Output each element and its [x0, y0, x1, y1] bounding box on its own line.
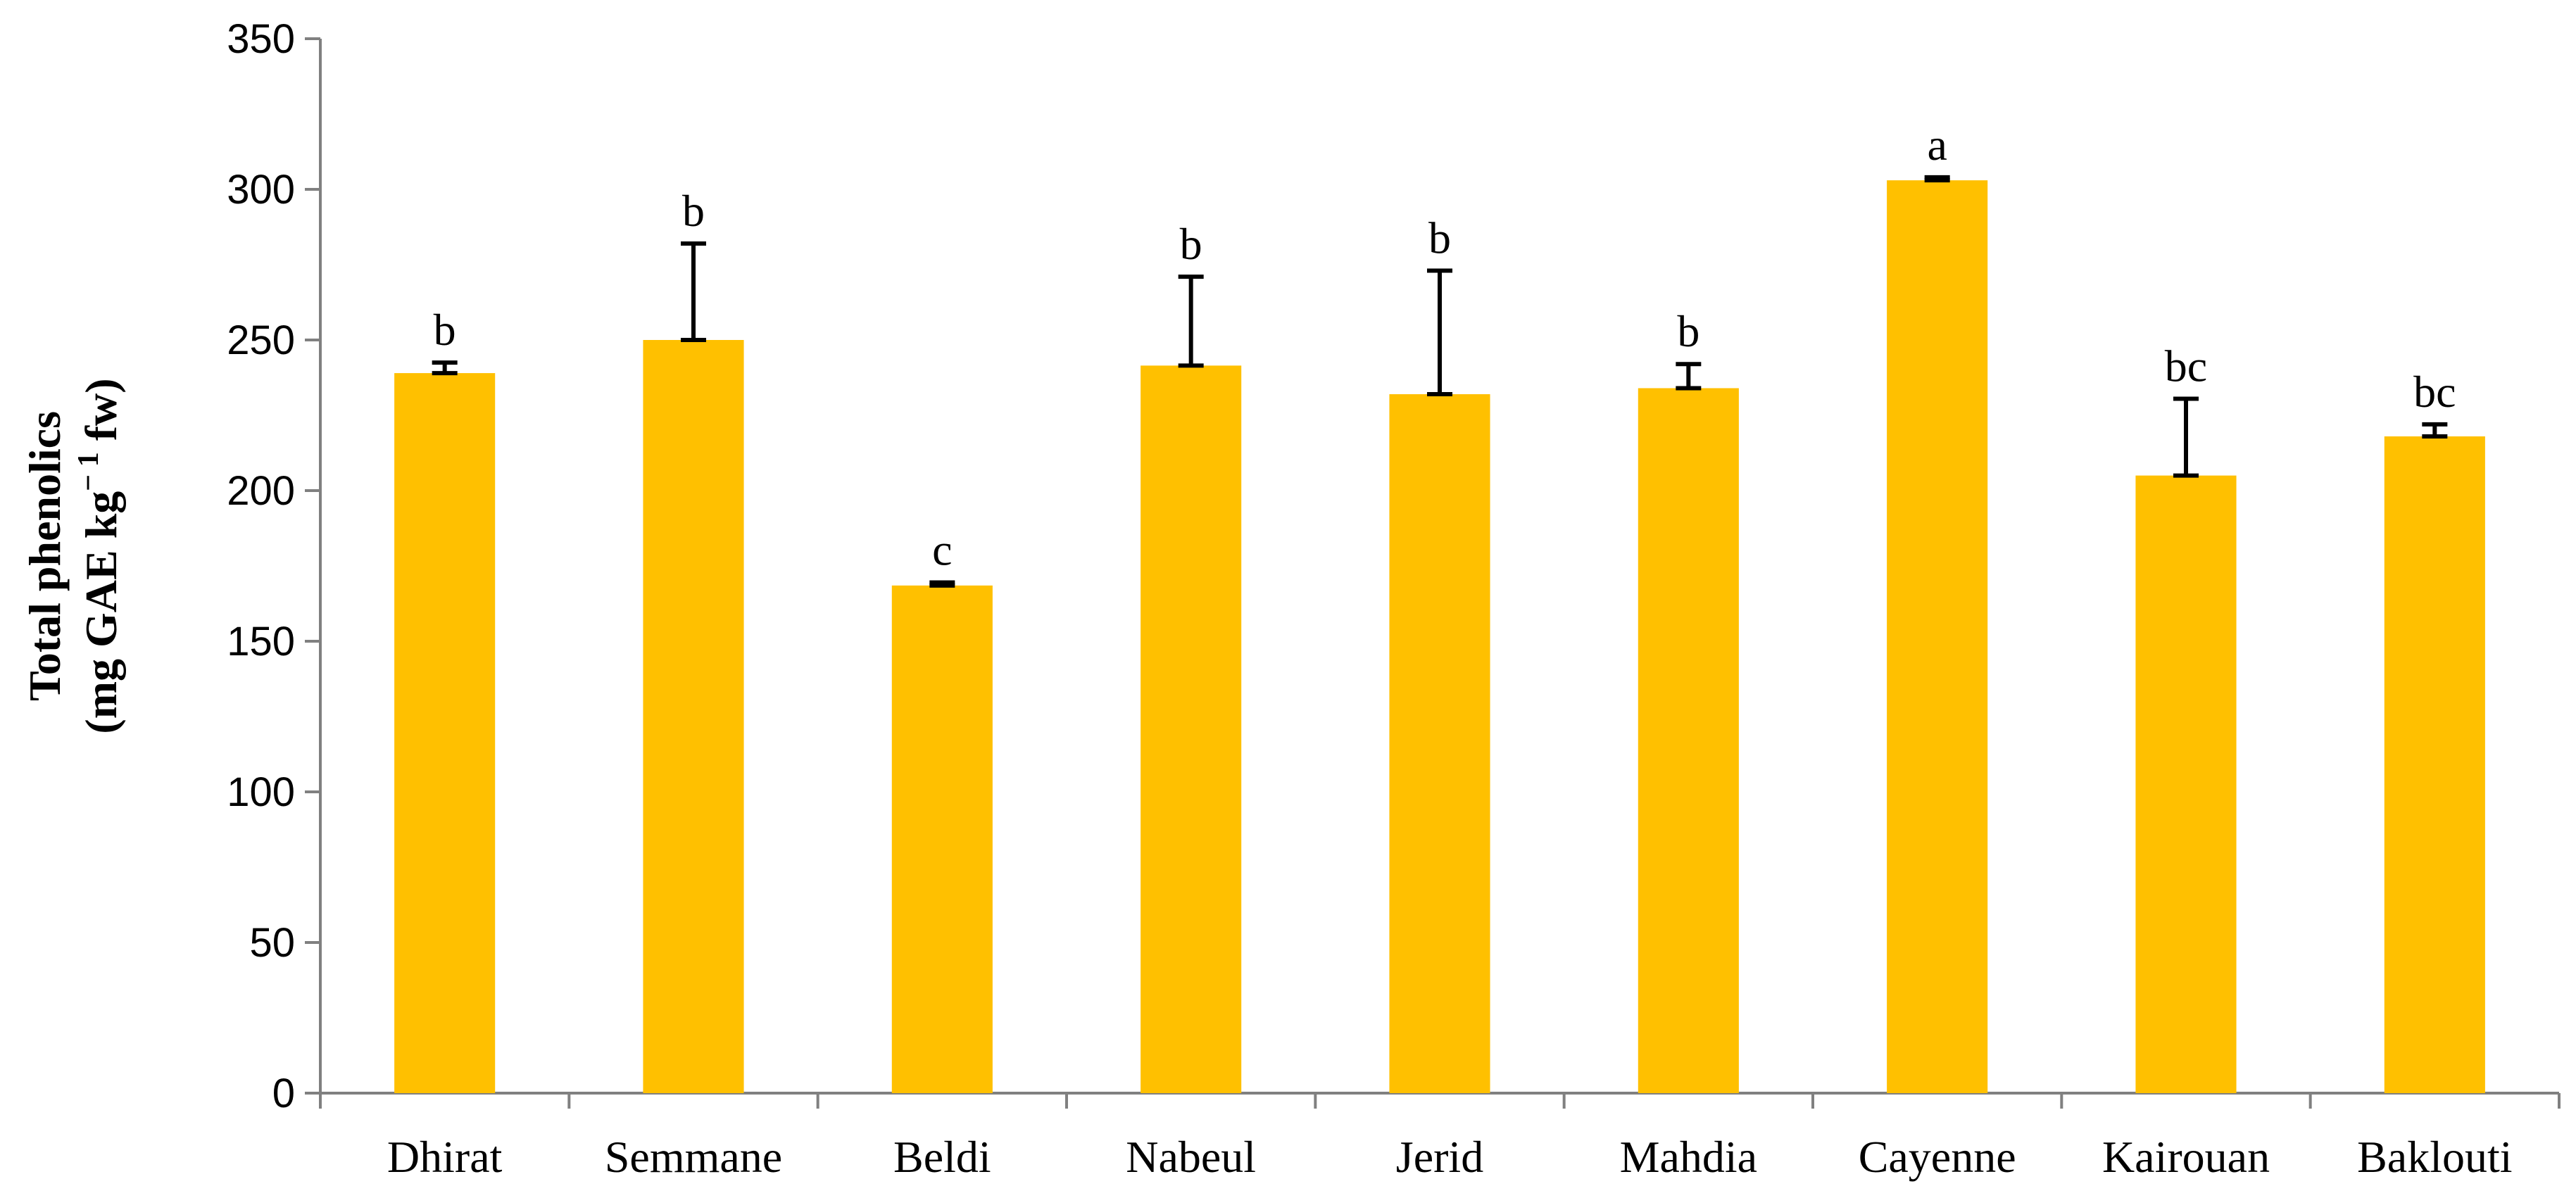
y-tick-label: 200 — [227, 468, 295, 514]
y-tick-label: 300 — [227, 167, 295, 213]
y-axis-title-exponent: − 1 — [73, 452, 105, 491]
error-bars — [432, 175, 2448, 588]
significance-label: bc — [2165, 341, 2207, 391]
category-label: Nabeul — [1126, 1132, 1256, 1182]
y-tick-label: 150 — [227, 619, 295, 664]
significance-label: b — [1428, 213, 1451, 263]
category-label: Dhirat — [387, 1132, 503, 1182]
y-axis: 0 50 100 150 200 250 300 350 — [227, 16, 322, 1116]
bar — [1638, 388, 1739, 1093]
category-labels: Dhirat Semmane Beldi Nabeul Jerid Mahdia Cayen… — [387, 1132, 2513, 1182]
significance-label: a — [1927, 120, 1947, 170]
category-label: Semmane — [605, 1132, 782, 1182]
category-label: Beldi — [893, 1132, 991, 1182]
category-label: Baklouti — [2357, 1132, 2512, 1182]
bar — [1141, 365, 1242, 1093]
y-tick-label: 100 — [227, 769, 295, 815]
category-label: Jerid — [1396, 1132, 1483, 1182]
bar — [1389, 394, 1490, 1093]
y-axis-title-line1: Total phenolics — [20, 411, 70, 701]
y-axis-title: Total phenolics (mg GAE kg− 1 fw) — [20, 378, 126, 733]
y-tick-label: 250 — [227, 317, 295, 363]
bar — [1887, 180, 1988, 1093]
bar — [2384, 436, 2485, 1093]
significance-label: b — [682, 186, 705, 236]
x-axis — [319, 1092, 2561, 1109]
bar — [891, 585, 993, 1093]
significance-label: bc — [2413, 367, 2456, 417]
y-axis-title-line2: (mg GAE kg− 1 fw) — [73, 378, 126, 733]
category-label: Mahdia — [1620, 1132, 1758, 1182]
y-tick-label: 0 — [272, 1071, 295, 1116]
category-label: Kairouan — [2102, 1132, 2270, 1182]
category-label: Cayenne — [1859, 1132, 2016, 1182]
bar — [2135, 475, 2237, 1093]
significance-label: b — [1180, 219, 1202, 269]
y-tick-label: 50 — [249, 920, 295, 966]
significance-label: b — [434, 305, 456, 355]
y-tick-label: 350 — [227, 16, 295, 62]
y-axis-title-unit: (mg GAE kg — [76, 491, 126, 734]
significance-label: b — [1677, 306, 1699, 356]
bar — [394, 373, 496, 1093]
y-axis-title-suffix: fw) — [76, 378, 126, 452]
bars — [394, 180, 2485, 1093]
bar — [643, 340, 744, 1093]
significance-label: c — [932, 525, 952, 575]
